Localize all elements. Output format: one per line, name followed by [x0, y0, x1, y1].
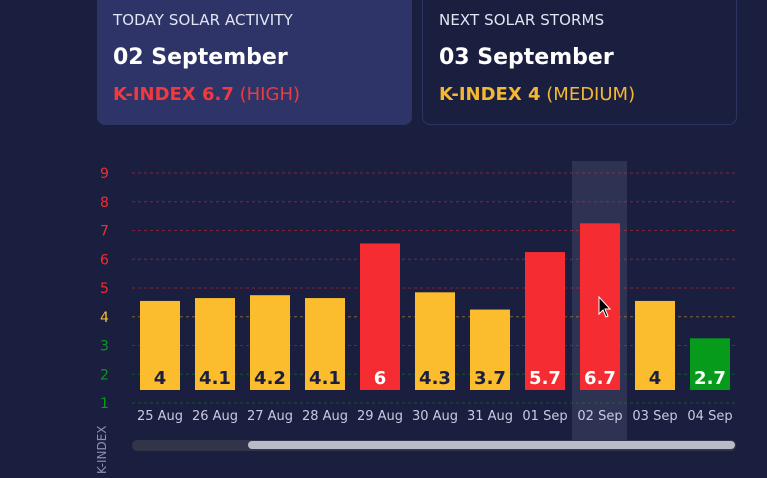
y-tick-label: 2: [100, 367, 109, 383]
bar-value-label: 4.1: [199, 368, 231, 389]
next-card-label: NEXT SOLAR STORMS: [439, 11, 605, 29]
y-tick-label: 6: [100, 252, 109, 268]
bar-value-label: 4.2: [254, 368, 286, 389]
bar-04-sep[interactable]: [690, 338, 730, 390]
y-tick-label: 7: [100, 224, 109, 240]
next-kindex-value: K-INDEX 4: [439, 84, 541, 105]
next-date: 03 September: [439, 45, 614, 70]
bar-value-label: 4: [154, 368, 167, 389]
bar-value-label: 4.1: [309, 368, 341, 389]
x-tick-label: 27 Aug: [247, 409, 293, 424]
bar-25-aug[interactable]: [140, 300, 180, 390]
x-tick-label: 25 Aug: [137, 409, 183, 424]
y-tick-label: 5: [100, 281, 109, 297]
bar-26-aug[interactable]: [195, 298, 235, 390]
x-tick-label: 26 Aug: [192, 409, 238, 424]
bar-value-label: 6.7: [584, 368, 616, 389]
y-tick-label: 3: [100, 339, 109, 355]
x-tick-label: 01 Sep: [522, 409, 567, 424]
today-kindex-value: K-INDEX 6.7: [113, 84, 234, 105]
chart-scrollbar-thumb[interactable]: [248, 441, 735, 449]
bar-31-aug[interactable]: [470, 309, 510, 390]
bar-value-label: 3.7: [474, 368, 506, 389]
bar-value-label: 4: [649, 368, 662, 389]
today-kindex: K-INDEX 6.7 (HIGH): [113, 84, 396, 105]
x-tick-label: 04 Sep: [687, 409, 732, 424]
bar-28-aug[interactable]: [305, 298, 345, 390]
y-tick-label: 1: [100, 396, 109, 412]
x-tick-label: 02 Sep: [577, 409, 622, 424]
y-tick-label: 4: [100, 310, 109, 326]
bar-value-label: 2.7: [694, 368, 726, 389]
next-storms-card: NEXT SOLAR STORMS 03 September K-INDEX 4…: [422, 0, 737, 125]
today-date: 02 September: [113, 45, 288, 70]
bar-value-label: 6: [374, 368, 387, 389]
x-tick-label: 28 Aug: [302, 409, 348, 424]
bar-value-label: 4.3: [419, 368, 451, 389]
next-kindex: K-INDEX 4 (MEDIUM): [439, 84, 720, 105]
bar-27-aug[interactable]: [250, 295, 290, 390]
bar-03-sep[interactable]: [635, 300, 675, 390]
bar-value-label: 5.7: [529, 368, 561, 389]
today-activity-card: TODAY SOLAR ACTIVITY 02 September K-INDE…: [97, 0, 412, 125]
next-kindex-level: (MEDIUM): [546, 84, 636, 105]
y-axis-title: K-INDEX: [95, 426, 109, 475]
bar-30-aug[interactable]: [415, 292, 455, 390]
today-card-label: TODAY SOLAR ACTIVITY: [113, 11, 293, 29]
today-kindex-level: (HIGH): [239, 84, 300, 105]
y-tick-label: 8: [100, 195, 109, 211]
x-tick-label: 30 Aug: [412, 409, 458, 424]
x-tick-label: 31 Aug: [467, 409, 513, 424]
mouse-cursor-icon: [598, 295, 612, 318]
y-tick-label: 9: [100, 166, 109, 182]
x-tick-label: 03 Sep: [632, 409, 677, 424]
bar-01-sep[interactable]: [525, 252, 565, 390]
x-tick-label: 29 Aug: [357, 409, 403, 424]
bar-29-aug[interactable]: [360, 243, 400, 390]
